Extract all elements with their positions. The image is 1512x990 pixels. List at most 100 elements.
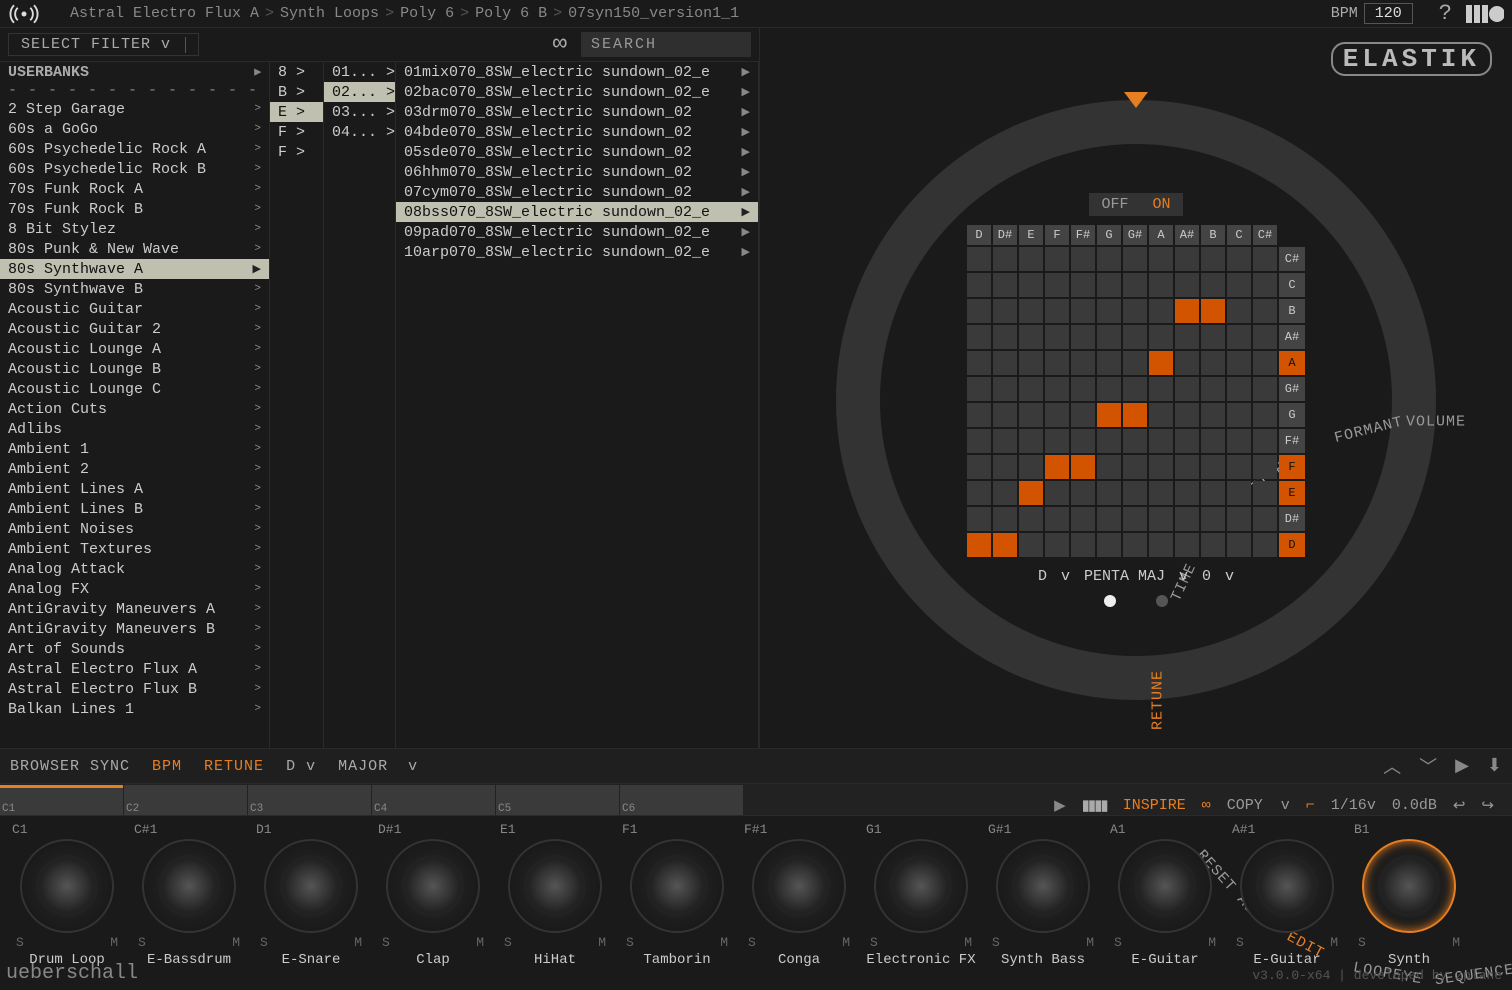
grid-cell[interactable] bbox=[1201, 403, 1225, 427]
prev-icon[interactable]: ︿ bbox=[1383, 753, 1401, 779]
grid-cell[interactable] bbox=[1227, 455, 1251, 479]
grid-cell[interactable] bbox=[1071, 507, 1095, 531]
bank-item[interactable]: Acoustic Lounge A> bbox=[0, 339, 269, 359]
redo-icon[interactable]: ↪ bbox=[1481, 796, 1494, 815]
dot-icon[interactable] bbox=[1104, 595, 1116, 607]
pad-A#1[interactable]: A#1SME-Guitar bbox=[1226, 822, 1348, 968]
solo-button[interactable]: S bbox=[382, 935, 390, 950]
file-item[interactable]: 04bde070_8SW_electric sundown_02▶ bbox=[396, 122, 758, 142]
bpm-sync-button[interactable]: BPM bbox=[152, 758, 182, 775]
grid-cell[interactable] bbox=[1149, 299, 1173, 323]
userbanks-column[interactable]: USERBANKS▶- - - - - - - - - - - - -2 Ste… bbox=[0, 62, 270, 748]
keyboard-strip[interactable]: C1C2C3C4C5C6 ▶ ▮▮▮▮ INSPIRE ∞ COPY v ⌐ 1… bbox=[0, 784, 1512, 816]
grid-cell[interactable] bbox=[1019, 533, 1043, 557]
grid-cell[interactable] bbox=[1149, 533, 1173, 557]
sub1-item[interactable]: F > bbox=[270, 142, 323, 162]
grid-cell[interactable] bbox=[1175, 533, 1199, 557]
grid-cell[interactable] bbox=[967, 481, 991, 505]
grid-cell[interactable] bbox=[1175, 299, 1199, 323]
grid-cell[interactable] bbox=[1123, 429, 1147, 453]
pad-C#1[interactable]: C#1SME-Bassdrum bbox=[128, 822, 250, 968]
bank-item[interactable]: Acoustic Guitar> bbox=[0, 299, 269, 319]
onoff-toggle[interactable]: OFF ON bbox=[966, 193, 1306, 216]
solo-button[interactable]: S bbox=[870, 935, 878, 950]
grid-cell[interactable] bbox=[1201, 377, 1225, 401]
grid-cell[interactable] bbox=[1175, 351, 1199, 375]
octave-C1[interactable]: C1 bbox=[0, 785, 124, 815]
grid-cell[interactable] bbox=[1071, 299, 1095, 323]
grid-cell[interactable] bbox=[1045, 455, 1069, 479]
grid-cell[interactable] bbox=[1071, 325, 1095, 349]
waveform-icon[interactable] bbox=[1240, 839, 1334, 933]
ring-param-volume[interactable]: VOLUME bbox=[1406, 414, 1466, 431]
division-select[interactable]: 1/16v bbox=[1331, 797, 1376, 814]
grid-cell[interactable] bbox=[1227, 403, 1251, 427]
root-select[interactable]: D bbox=[1038, 568, 1047, 585]
mute-button[interactable]: M bbox=[720, 935, 728, 950]
sub1-item[interactable]: B > bbox=[270, 82, 323, 102]
bank-item[interactable]: Ambient Lines B> bbox=[0, 499, 269, 519]
page-dots[interactable] bbox=[966, 595, 1306, 607]
grid-cell[interactable] bbox=[1175, 377, 1199, 401]
grid-cell[interactable] bbox=[1201, 533, 1225, 557]
sub2-item[interactable]: 02... > bbox=[324, 82, 395, 102]
octave-C6[interactable]: C6 bbox=[620, 785, 744, 815]
bank-item[interactable]: 80s Punk & New Wave> bbox=[0, 239, 269, 259]
grid-cell[interactable] bbox=[1123, 377, 1147, 401]
solo-button[interactable]: S bbox=[626, 935, 634, 950]
grid-cell[interactable] bbox=[1045, 299, 1069, 323]
solo-button[interactable]: S bbox=[1114, 935, 1122, 950]
grid-cell[interactable] bbox=[1253, 377, 1277, 401]
bank-item[interactable]: 60s Psychedelic Rock B> bbox=[0, 159, 269, 179]
grid-cell[interactable] bbox=[1253, 273, 1277, 297]
key-select[interactable]: D v bbox=[286, 758, 316, 775]
file-item[interactable]: 09pad070_8SW_electric sundown_02_e▶ bbox=[396, 222, 758, 242]
grid-cell[interactable] bbox=[1045, 247, 1069, 271]
octave-C3[interactable]: C3 bbox=[248, 785, 372, 815]
grid-cell[interactable] bbox=[1123, 325, 1147, 349]
grid-cell[interactable] bbox=[1097, 481, 1121, 505]
grid-cell[interactable] bbox=[967, 403, 991, 427]
waveform-icon[interactable] bbox=[20, 839, 114, 933]
grid-cell[interactable] bbox=[1097, 325, 1121, 349]
grid-cell[interactable] bbox=[1201, 247, 1225, 271]
grid-cell[interactable] bbox=[1201, 507, 1225, 531]
grid-cell[interactable] bbox=[1097, 403, 1121, 427]
grid-cell[interactable] bbox=[1019, 299, 1043, 323]
file-item[interactable]: 06hhm070_8SW_electric sundown_02▶ bbox=[396, 162, 758, 182]
grid-cell[interactable] bbox=[1045, 377, 1069, 401]
file-item[interactable]: 07cym070_8SW_electric sundown_02▶ bbox=[396, 182, 758, 202]
scale-select[interactable]: MAJOR v bbox=[338, 758, 418, 775]
next-icon[interactable]: ﹀ bbox=[1419, 753, 1437, 779]
bank-item[interactable]: Acoustic Lounge B> bbox=[0, 359, 269, 379]
grid-cell[interactable] bbox=[1201, 325, 1225, 349]
mute-button[interactable]: M bbox=[1208, 935, 1216, 950]
octave-C2[interactable]: C2 bbox=[124, 785, 248, 815]
grid-cell[interactable] bbox=[1097, 507, 1121, 531]
grid-cell[interactable] bbox=[1045, 273, 1069, 297]
grid-cell[interactable] bbox=[993, 481, 1017, 505]
grid-cell[interactable] bbox=[993, 299, 1017, 323]
grid-cell[interactable] bbox=[967, 273, 991, 297]
bank-item[interactable]: Art of Sounds> bbox=[0, 639, 269, 659]
grid-cell[interactable] bbox=[967, 377, 991, 401]
pad-F1[interactable]: F1SMTamborin bbox=[616, 822, 738, 968]
grid-cell[interactable] bbox=[1019, 455, 1043, 479]
bars-icon[interactable]: ▮▮▮▮ bbox=[1082, 796, 1107, 815]
bank-item[interactable]: Ambient Textures> bbox=[0, 539, 269, 559]
grid-cell[interactable] bbox=[1201, 455, 1225, 479]
bank-item[interactable]: Astral Electro Flux A> bbox=[0, 659, 269, 679]
grid-cell[interactable] bbox=[1097, 247, 1121, 271]
grid-cell[interactable] bbox=[1019, 273, 1043, 297]
grid-cell[interactable] bbox=[1123, 533, 1147, 557]
octave-C4[interactable]: C4 bbox=[372, 785, 496, 815]
grid-cell[interactable] bbox=[967, 533, 991, 557]
grid-cell[interactable] bbox=[1175, 429, 1199, 453]
gain-display[interactable]: 0.0dB bbox=[1392, 797, 1437, 814]
mute-button[interactable]: M bbox=[842, 935, 850, 950]
grid-cell[interactable] bbox=[1045, 507, 1069, 531]
copy-select[interactable]: COPY v bbox=[1227, 797, 1290, 814]
waveform-icon[interactable] bbox=[1118, 839, 1212, 933]
browser-sync-label[interactable]: BROWSER SYNC bbox=[10, 758, 130, 775]
grid-cell[interactable] bbox=[993, 429, 1017, 453]
